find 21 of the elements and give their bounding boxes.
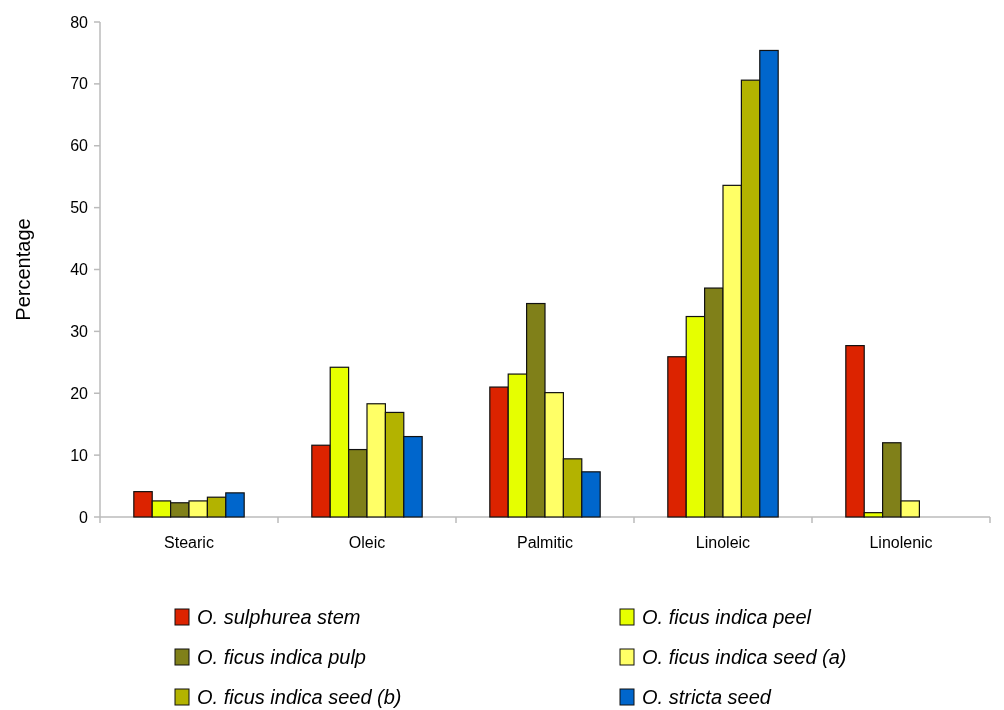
y-tick-label: 70 [70, 75, 89, 93]
y-tick-label: 60 [70, 137, 89, 155]
y-tick-label: 80 [70, 13, 89, 31]
x-tick-label: Palmitic [516, 534, 574, 551]
y-tick-label: 20 [70, 384, 89, 402]
x-tick-label: Stearic [164, 534, 214, 551]
y-tick-label: 40 [70, 261, 89, 279]
legend-label: O. ficus indica seed (a) [642, 646, 847, 668]
legend-label: O. ficus indica seed (b) [197, 686, 402, 708]
y-tick-label: 10 [70, 446, 89, 464]
x-tick-label: Linolenic [869, 534, 933, 551]
legend-label: O. stricta seed [642, 686, 772, 708]
legend-label: O. sulphurea stem [197, 606, 361, 628]
legend-label: O. ficus indica pulp [197, 646, 366, 668]
y-tick-label: 30 [70, 322, 89, 340]
x-tick-label: Linoleic [695, 534, 751, 551]
y-tick-label: 50 [70, 199, 89, 217]
x-tick-label: Oleic [348, 534, 386, 551]
y-axis-title: Percentage [12, 218, 34, 321]
legend-label: O. ficus indica peel [642, 606, 812, 628]
y-tick-label: 0 [79, 508, 89, 526]
